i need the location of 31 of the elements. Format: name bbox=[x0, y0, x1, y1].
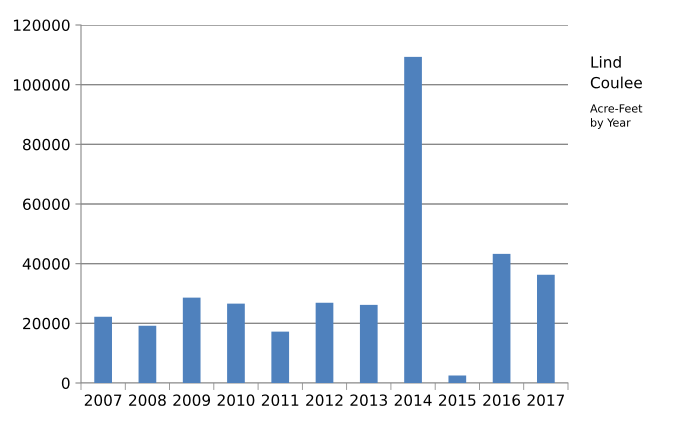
x-tick-label: 2015 bbox=[438, 394, 476, 406]
bar bbox=[448, 376, 466, 383]
bar bbox=[537, 274, 555, 383]
y-tick-label: 40000 bbox=[22, 258, 70, 270]
x-tick-label: 2016 bbox=[483, 394, 520, 406]
y-tick-label: 0 bbox=[62, 377, 70, 390]
text: Acre-Feet by Year bbox=[590, 104, 642, 129]
bar bbox=[360, 304, 378, 383]
bar bbox=[94, 316, 112, 383]
x-tick-label: 2013 bbox=[350, 394, 387, 406]
x-tick-label: 2009 bbox=[173, 394, 210, 406]
y-tick-label: 100000 bbox=[14, 79, 70, 91]
bar bbox=[492, 254, 510, 383]
y-tick-label: 60000 bbox=[23, 198, 70, 210]
x-tick-label: 2010 bbox=[218, 394, 254, 406]
y-tick-label: 120000 bbox=[14, 19, 70, 32]
x-tick-label: 2014 bbox=[394, 394, 432, 406]
bar bbox=[271, 332, 290, 383]
x-tick-label: 2011 bbox=[262, 394, 298, 406]
x-tick-label: 2017 bbox=[528, 394, 564, 406]
bar bbox=[316, 302, 334, 383]
bar bbox=[227, 304, 245, 383]
bar bbox=[182, 298, 201, 383]
x-tick-label: 2012 bbox=[306, 394, 342, 406]
bar bbox=[404, 56, 422, 383]
x-tick-label: 2007 bbox=[84, 394, 122, 406]
bar bbox=[138, 326, 156, 383]
y-tick-label: 20000 bbox=[23, 318, 70, 330]
text: Lind Coulee bbox=[590, 56, 642, 88]
x-tick-label: 2008 bbox=[129, 394, 166, 406]
y-tick-label: 80000 bbox=[23, 138, 70, 150]
